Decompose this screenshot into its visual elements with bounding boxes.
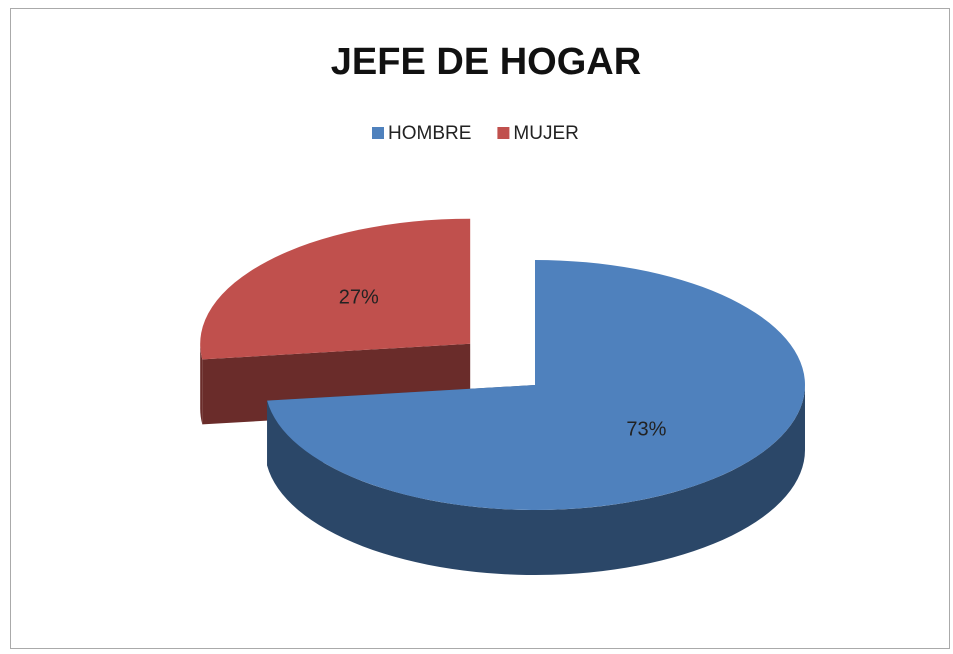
- chart-title: JEFE DE HOGAR: [331, 41, 641, 83]
- legend-label: HOMBRE: [388, 123, 471, 144]
- slice-side: [200, 343, 203, 425]
- slice: [267, 260, 805, 511]
- slice: [200, 218, 471, 360]
- data-label: 73%: [626, 419, 666, 441]
- legend-label: MUJER: [513, 123, 578, 144]
- data-label: 27%: [339, 287, 379, 309]
- legend-swatch: [497, 127, 510, 139]
- slice-side: [267, 385, 805, 575]
- legend-swatch: [372, 127, 384, 139]
